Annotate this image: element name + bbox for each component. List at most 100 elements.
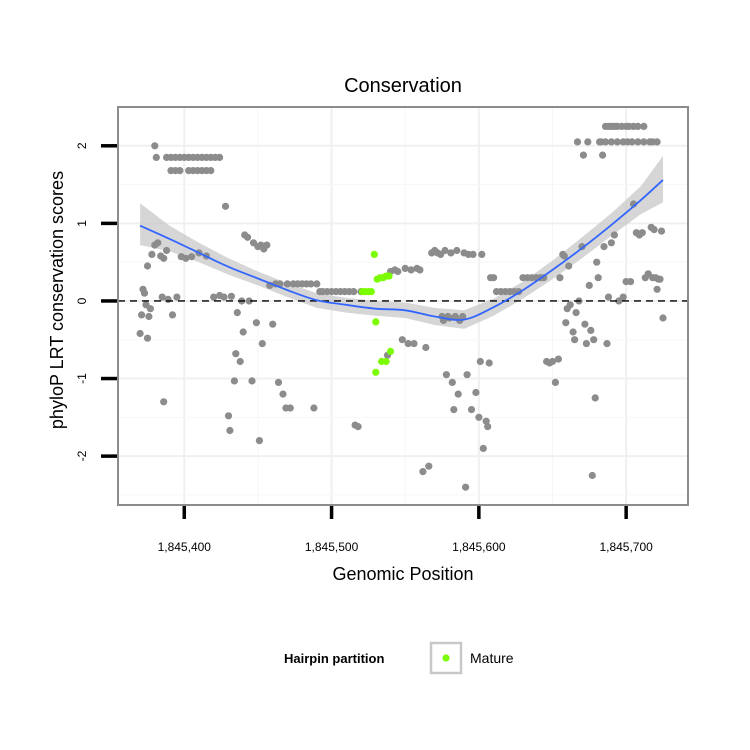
data-point bbox=[151, 142, 159, 150]
data-point bbox=[274, 378, 283, 386]
loess-smooth-line bbox=[139, 179, 664, 321]
panel-border bbox=[117, 106, 689, 506]
data-point bbox=[469, 250, 477, 258]
data-point bbox=[479, 444, 487, 452]
data-point bbox=[160, 398, 168, 406]
data-point bbox=[394, 267, 402, 276]
data-point bbox=[416, 266, 424, 274]
data-point bbox=[448, 378, 456, 386]
data-point bbox=[656, 275, 664, 283]
data-point bbox=[239, 328, 247, 336]
y-tick-label: -2 bbox=[75, 450, 89, 461]
data-point bbox=[263, 241, 271, 249]
data-point bbox=[286, 404, 294, 412]
data-point bbox=[168, 311, 177, 319]
data-point bbox=[640, 122, 648, 130]
data-point bbox=[163, 246, 171, 255]
data-point bbox=[310, 404, 318, 412]
data-point bbox=[138, 311, 146, 319]
data-point bbox=[210, 293, 218, 301]
data-point bbox=[145, 312, 153, 321]
data-point bbox=[599, 151, 607, 159]
data-point bbox=[459, 312, 467, 321]
x-axis: 1,845,400 1,845,500 1,845,600 1,845,700 bbox=[158, 506, 653, 554]
data-point bbox=[236, 357, 244, 366]
y-axis: -2 -1 0 1 2 bbox=[75, 142, 117, 461]
data-point bbox=[154, 239, 162, 247]
data-point-mature bbox=[382, 357, 390, 366]
data-point bbox=[221, 202, 230, 210]
data-point bbox=[560, 252, 568, 260]
data-point bbox=[450, 406, 458, 414]
data-point bbox=[587, 326, 595, 334]
data-point bbox=[604, 293, 613, 301]
data-point bbox=[659, 314, 667, 322]
legend-label-mature: Mature bbox=[470, 650, 514, 666]
data-point bbox=[146, 305, 154, 313]
data-point bbox=[232, 350, 240, 358]
data-point bbox=[136, 329, 144, 338]
data-point bbox=[160, 254, 168, 262]
data-point bbox=[610, 231, 619, 239]
data-point bbox=[613, 138, 621, 146]
data-point bbox=[447, 249, 455, 257]
data-point bbox=[490, 274, 498, 282]
data-point bbox=[216, 153, 224, 161]
data-point bbox=[230, 377, 238, 385]
data-point bbox=[584, 138, 592, 146]
data-point bbox=[143, 262, 152, 270]
chart-title: Conservation bbox=[344, 75, 462, 97]
legend: Hairpin partition Mature bbox=[284, 641, 514, 675]
data-point-mature bbox=[385, 272, 393, 280]
x-tick-label: 1,845,400 bbox=[158, 540, 212, 554]
y-axis-title: phyloP LRT conservation scores bbox=[47, 171, 67, 429]
data-point bbox=[245, 297, 253, 305]
data-point bbox=[454, 390, 462, 398]
x-tick-label: 1,845,600 bbox=[452, 540, 506, 554]
data-point bbox=[476, 357, 484, 366]
data-point bbox=[482, 417, 490, 425]
data-point bbox=[283, 280, 291, 288]
data-point bbox=[255, 437, 263, 445]
data-point bbox=[462, 483, 470, 491]
data-point bbox=[588, 471, 596, 480]
data-point bbox=[425, 462, 433, 470]
data-point-mature bbox=[372, 318, 380, 326]
data-point bbox=[554, 355, 563, 363]
data-point-mature bbox=[372, 368, 380, 376]
data-point bbox=[148, 250, 156, 258]
data-point bbox=[562, 319, 570, 327]
data-point bbox=[441, 246, 449, 255]
data-point bbox=[475, 413, 483, 421]
data-point bbox=[224, 412, 233, 420]
data-point bbox=[407, 266, 415, 274]
data-point bbox=[173, 293, 181, 301]
y-tick-label: 1 bbox=[75, 220, 89, 227]
data-point bbox=[467, 406, 476, 414]
data-point bbox=[548, 357, 557, 366]
data-point bbox=[419, 468, 427, 476]
data-point bbox=[269, 320, 277, 328]
data-point bbox=[478, 250, 486, 258]
data-point bbox=[350, 288, 358, 296]
data-point bbox=[227, 292, 235, 300]
data-point bbox=[653, 138, 661, 146]
data-point bbox=[638, 229, 646, 237]
data-point bbox=[404, 340, 412, 348]
data-point bbox=[252, 319, 260, 327]
data-point-mature bbox=[367, 288, 375, 296]
data-point bbox=[422, 343, 430, 352]
x-axis-title: Genomic Position bbox=[332, 564, 473, 584]
data-point bbox=[313, 280, 321, 288]
data-point bbox=[463, 371, 471, 379]
data-point bbox=[354, 423, 362, 431]
data-point bbox=[566, 301, 574, 309]
data-point bbox=[143, 334, 152, 342]
data-point bbox=[556, 274, 564, 282]
data-point bbox=[601, 138, 610, 146]
data-point bbox=[585, 281, 593, 289]
data-point bbox=[244, 233, 252, 241]
data-point bbox=[551, 378, 560, 386]
data-point bbox=[176, 167, 184, 175]
